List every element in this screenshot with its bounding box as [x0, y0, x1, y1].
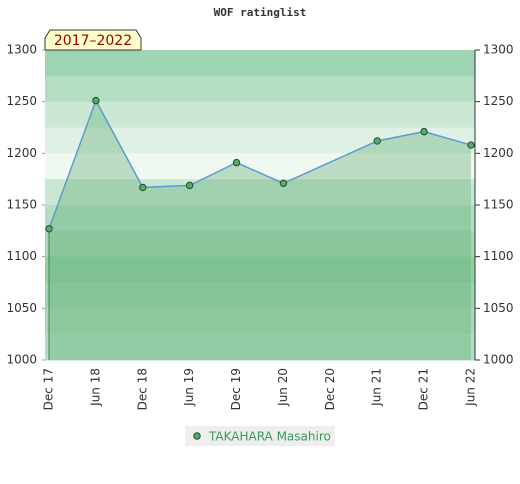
y-tick-label: 1000: [6, 353, 37, 367]
y2-tick-label: 1050: [483, 301, 514, 315]
y2-tick-label: 1250: [483, 94, 514, 108]
y2-tick-label: 1000: [483, 353, 514, 367]
point: [185, 181, 194, 190]
annotation: 2017–2022: [54, 33, 132, 49]
point: [420, 127, 428, 136]
x-tick-label: Jun 19: [182, 368, 196, 407]
legend-marker: [193, 432, 201, 440]
band: [45, 75, 475, 103]
band: [45, 230, 475, 258]
x-tick-label: Dec 18: [135, 368, 149, 410]
band: [45, 179, 475, 206]
y2-tick-label: 1300: [483, 43, 514, 57]
y-tick-label: 1100: [6, 249, 37, 263]
band: [45, 308, 475, 335]
legend-label: TAKAHARA Masahiro: [208, 430, 331, 444]
x-tick-label: Dec 20: [323, 368, 337, 410]
y-tick-label: 1200: [6, 146, 37, 160]
chart-title: WOF ratinglist: [214, 6, 307, 19]
x-tick-label: Jun 22: [464, 368, 478, 407]
x-tick-label: Jun 21: [370, 368, 384, 407]
band: [45, 256, 475, 283]
point: [232, 158, 241, 167]
point: [279, 179, 288, 188]
x-tick-label: Jun 20: [276, 368, 290, 407]
y-tick-label: 1150: [6, 198, 37, 212]
legend-box: [185, 426, 335, 446]
band: [45, 153, 475, 180]
band: [45, 282, 475, 309]
point: [467, 141, 475, 149]
band: [45, 101, 475, 128]
x-tick-label: Dec 21: [417, 368, 431, 410]
point: [139, 183, 147, 192]
x-tick-label: Jun 18: [88, 368, 102, 407]
y2-tick-label: 1100: [483, 249, 514, 263]
band: [45, 50, 475, 77]
plot: [45, 96, 475, 360]
band: [45, 334, 475, 361]
point: [373, 137, 381, 145]
y-tick-label: 1300: [6, 43, 37, 57]
x-tick-label: Dec 17: [42, 368, 56, 410]
area: [49, 100, 471, 360]
y-tick-label: 1250: [6, 94, 37, 108]
y2-tick-label: 1200: [483, 146, 514, 160]
point: [45, 225, 53, 233]
y2-tick-label: 1150: [483, 198, 514, 212]
band: [45, 205, 475, 232]
x-tick-label: Dec 19: [229, 368, 243, 410]
point: [92, 96, 100, 105]
y-tick-label: 1050: [6, 301, 37, 315]
